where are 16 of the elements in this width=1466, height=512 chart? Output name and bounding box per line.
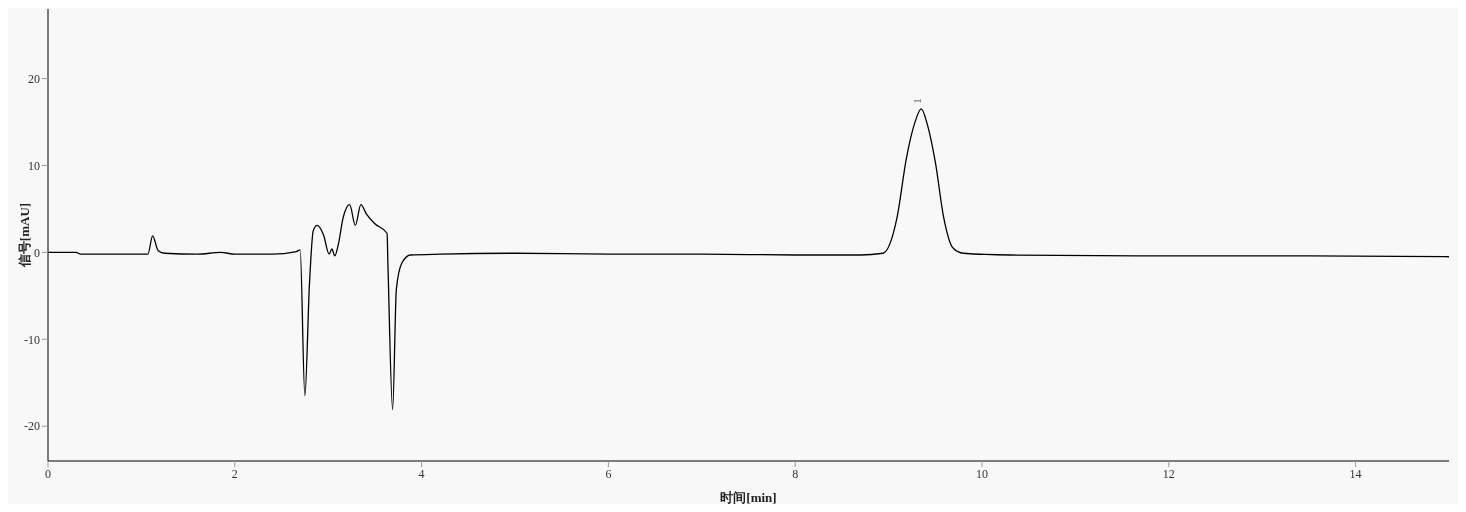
y-tick-label: -20	[24, 419, 40, 434]
y-tick-label: -10	[24, 332, 40, 347]
x-axis-title: 时间[min]	[720, 490, 777, 505]
x-tick-label: 8	[792, 466, 799, 481]
x-tick-label: 14	[1349, 466, 1362, 481]
x-tick-label: 10	[976, 466, 988, 481]
annotation: 1	[912, 98, 924, 104]
y-axis-title: 信号[mAU]	[16, 202, 32, 269]
y-tick-label: 10	[28, 158, 40, 173]
y-tick-label: 20	[28, 71, 40, 86]
x-tick-label: 12	[1162, 466, 1175, 481]
y-tick-label: 0	[34, 245, 40, 260]
x-tick-label: 6	[605, 466, 612, 481]
x-tick-label: 4	[418, 466, 425, 481]
x-tick-label: 2	[231, 466, 238, 481]
x-tick-label: 0	[45, 466, 51, 481]
